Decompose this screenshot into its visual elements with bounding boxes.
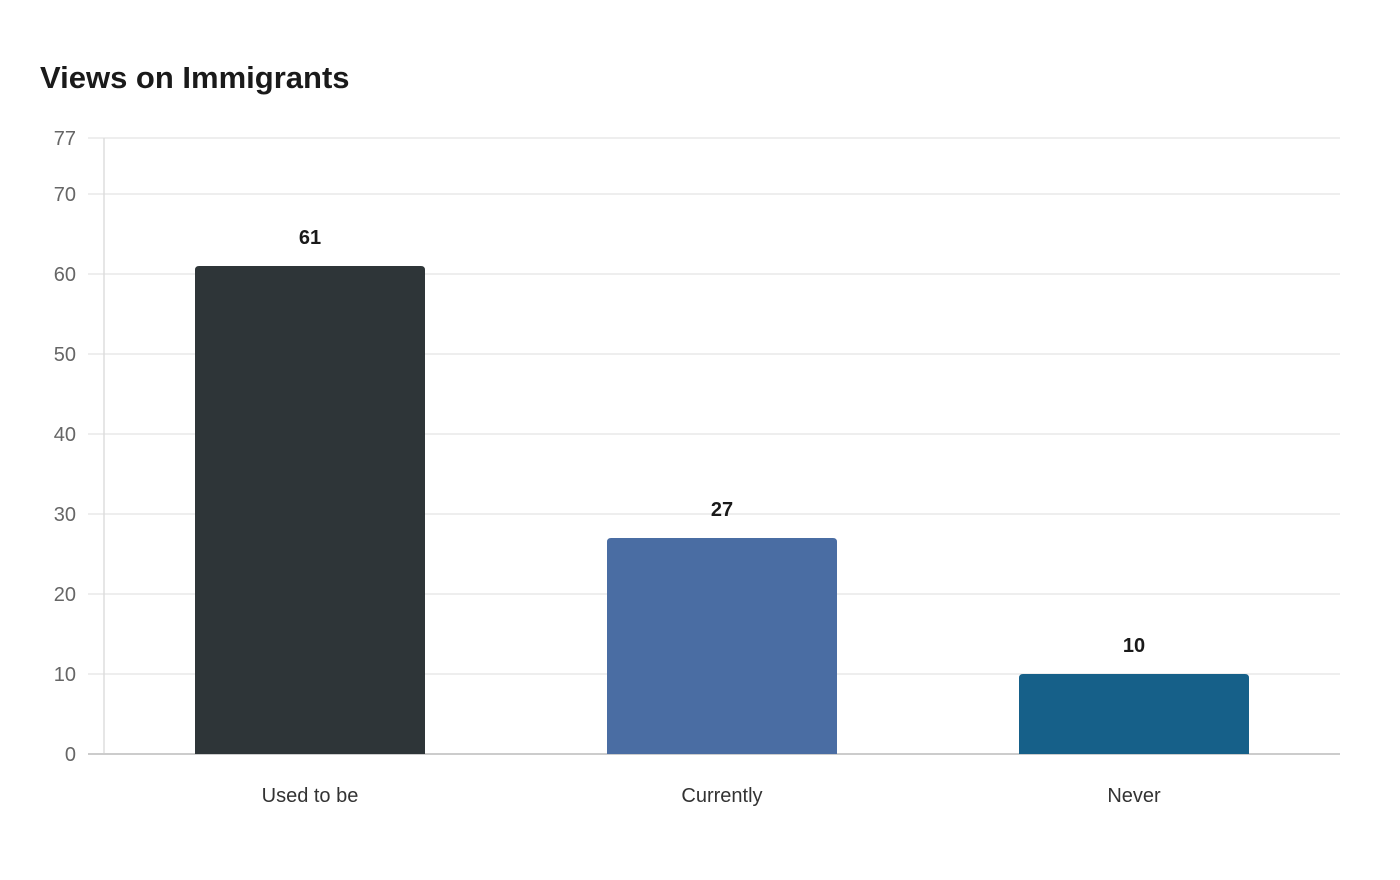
y-tick-label: 20: [54, 584, 76, 606]
y-tick-label: 50: [54, 344, 76, 366]
bar-currently: [607, 538, 837, 754]
y-tick-label: 60: [54, 264, 76, 286]
x-tick-label: Currently: [681, 785, 762, 807]
y-tick-label: 30: [54, 504, 76, 526]
y-tick-label: 77: [54, 128, 76, 150]
y-tick-label: 0: [65, 744, 76, 766]
x-tick-label: Never: [1107, 785, 1161, 807]
y-tick-label: 10: [54, 664, 76, 686]
y-tick-label: 70: [54, 184, 76, 206]
bar-never: [1019, 674, 1249, 754]
y-tick-label: 40: [54, 424, 76, 446]
data-label: 10: [1123, 635, 1145, 657]
data-label: 27: [711, 499, 733, 521]
chart-title: Views on Immigrants: [40, 60, 350, 95]
data-label: 61: [299, 227, 321, 249]
labels: 61 Used to be 27 Currently 10 Never: [262, 227, 1161, 807]
x-tick-label: Used to be: [262, 785, 359, 807]
bar-used-to-be: [195, 266, 425, 754]
bars: [195, 266, 1249, 754]
